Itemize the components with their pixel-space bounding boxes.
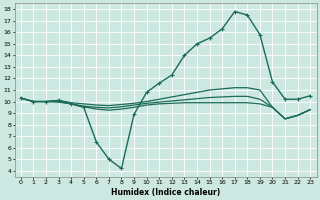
X-axis label: Humidex (Indice chaleur): Humidex (Indice chaleur) [111, 188, 220, 197]
